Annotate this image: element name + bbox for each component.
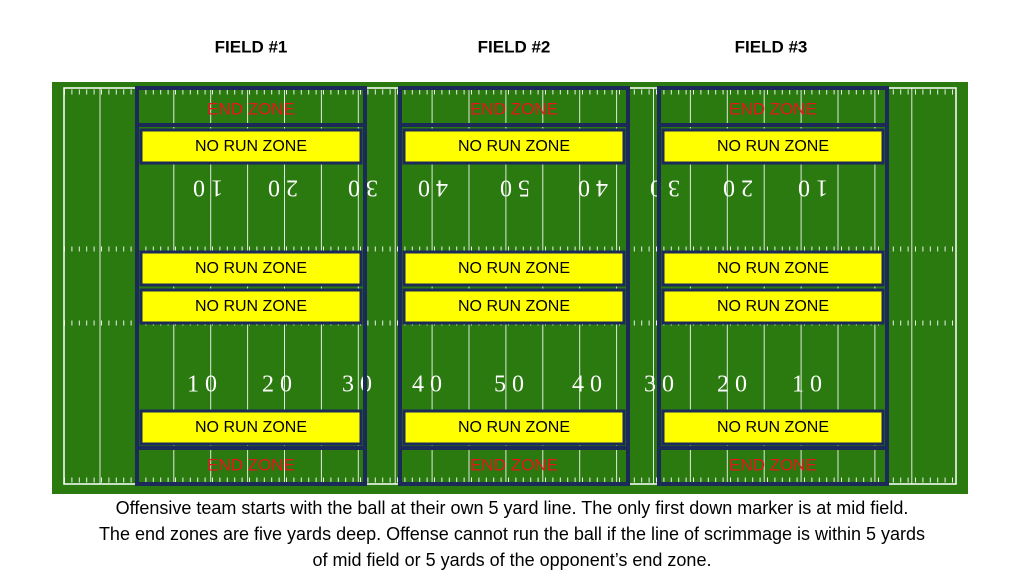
caption-line: Offensive team starts with the ball at t…	[116, 498, 909, 518]
yard-number: 40	[572, 174, 608, 200]
no-run-zone-label: NO RUN ZONE	[195, 138, 307, 155]
no-run-zone	[402, 288, 626, 325]
end-zone-label: END ZONE	[729, 455, 817, 474]
yard-number: 30	[342, 174, 378, 200]
yard-number: 20	[717, 372, 753, 398]
field-title: FIELD #3	[735, 37, 808, 56]
no-run-zone	[139, 409, 363, 446]
no-run-zone	[661, 288, 885, 325]
no-run-zone-label: NO RUN ZONE	[195, 260, 307, 277]
caption-line: of mid field or 5 yards of the opponent’…	[313, 550, 712, 570]
no-run-zone	[139, 128, 363, 165]
field-border	[135, 86, 367, 486]
yard-number: 10	[792, 174, 828, 200]
no-run-zone-label: NO RUN ZONE	[717, 138, 829, 155]
end-zone-label: END ZONE	[470, 455, 558, 474]
end-zone-label: END ZONE	[207, 455, 295, 474]
no-run-zone-label: NO RUN ZONE	[717, 298, 829, 315]
yard-number: 20	[717, 174, 753, 200]
no-run-zone	[139, 288, 363, 325]
yard-number: 30	[644, 372, 680, 398]
end-zone-label: END ZONE	[207, 99, 295, 118]
yard-number: 10	[187, 174, 223, 200]
no-run-zone	[661, 128, 885, 165]
field-border	[657, 86, 889, 486]
field-title: FIELD #1	[215, 37, 288, 56]
yard-number: 30	[644, 174, 680, 200]
no-run-zone	[661, 409, 885, 446]
caption-line: The end zones are five yards deep. Offen…	[99, 524, 925, 544]
no-run-zone-label: NO RUN ZONE	[195, 419, 307, 436]
no-run-zone	[402, 128, 626, 165]
yard-number: 10	[792, 372, 828, 398]
yard-number: 40	[572, 372, 608, 398]
field-border	[398, 86, 630, 486]
yard-number: 10	[187, 372, 223, 398]
no-run-zone	[402, 409, 626, 446]
yard-number: 40	[412, 174, 448, 200]
yard-number: 20	[262, 174, 298, 200]
yard-number: 40	[412, 372, 448, 398]
no-run-zone-label: NO RUN ZONE	[458, 260, 570, 277]
yard-number: 20	[262, 372, 298, 398]
no-run-zone	[139, 250, 363, 287]
end-zone-label: END ZONE	[729, 99, 817, 118]
no-run-zone-label: NO RUN ZONE	[458, 298, 570, 315]
yard-number: 30	[342, 372, 378, 398]
field-title: FIELD #2	[478, 37, 551, 56]
no-run-zone	[661, 250, 885, 287]
no-run-zone-label: NO RUN ZONE	[458, 138, 570, 155]
no-run-zone	[402, 250, 626, 287]
end-zone-label: END ZONE	[470, 99, 558, 118]
no-run-zone-label: NO RUN ZONE	[717, 419, 829, 436]
no-run-zone-label: NO RUN ZONE	[195, 298, 307, 315]
no-run-zone-label: NO RUN ZONE	[717, 260, 829, 277]
no-run-zone-label: NO RUN ZONE	[458, 419, 570, 436]
yard-number: 50	[494, 174, 530, 200]
content: 10 10 20 20 30 30 40 40 50 50 40 40 30 30 20 20 10 10 FIEL…	[135, 37, 889, 486]
yard-number: 50	[494, 372, 530, 398]
